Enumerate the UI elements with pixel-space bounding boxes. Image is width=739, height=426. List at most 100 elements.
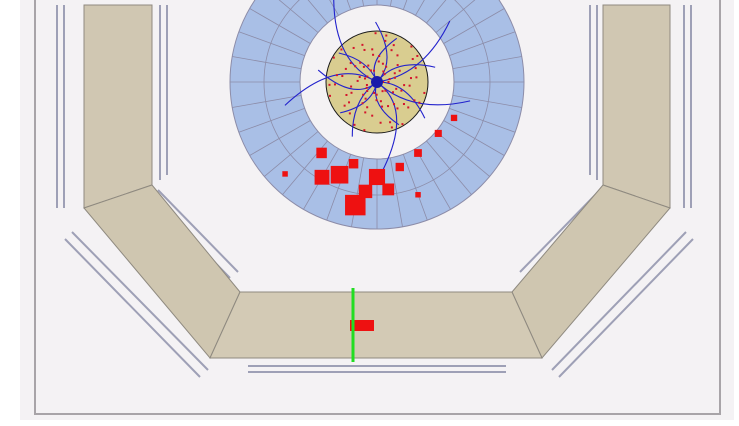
energy-deposit-cell <box>434 129 442 137</box>
energy-deposit-cell <box>348 158 359 169</box>
hit-dot <box>396 64 399 67</box>
hit-dot <box>375 99 378 102</box>
calorimeter-cell-edge <box>449 31 516 57</box>
hit-dot <box>364 97 367 100</box>
hit-dot <box>350 85 353 88</box>
hit-dot <box>328 83 331 86</box>
hit-dot <box>352 46 355 49</box>
track-line <box>376 20 451 83</box>
vertex <box>371 76 383 88</box>
hit-dot <box>390 126 393 129</box>
hit-dot <box>373 69 376 72</box>
hit-dot <box>340 48 343 51</box>
calorimeter-cell-edge <box>452 56 522 70</box>
hit-dot <box>374 32 377 35</box>
hit-dot <box>393 103 396 106</box>
hit-dot <box>348 112 351 115</box>
energy-deposit-cell <box>415 192 421 198</box>
calorimeter-cell-edge <box>232 56 302 70</box>
calorimeter-cell-edge <box>415 148 451 210</box>
energy-deposit-cell <box>314 169 330 185</box>
hit-dot <box>344 67 347 70</box>
energy-deposit-cell <box>395 162 404 172</box>
calorimeter-cell-edge <box>249 120 311 156</box>
hit-dot <box>371 114 374 117</box>
energy-deposit-cell <box>414 149 422 157</box>
support-lines <box>56 5 694 378</box>
calorimeter-cell-edge <box>415 0 425 16</box>
hit-dot <box>400 89 403 92</box>
hit-dot <box>392 91 395 94</box>
hit-dot <box>392 44 395 47</box>
hit-dot <box>345 93 348 96</box>
hit-dot <box>371 48 374 51</box>
hit-dot <box>350 91 353 94</box>
hit-dot <box>423 91 426 94</box>
calorimeter-cell-edge <box>389 157 403 227</box>
energy-deposit-cell <box>368 168 386 186</box>
energy-deposit-cell <box>282 171 288 177</box>
hit-dot <box>364 77 367 80</box>
hit-dot <box>395 87 398 90</box>
hit-dot <box>403 84 406 87</box>
hit-dot <box>365 86 368 89</box>
calorimeter-cell-edge <box>443 120 505 156</box>
calorimeter-cell-edge <box>238 107 305 133</box>
hit-dot <box>333 83 336 86</box>
calorimeter-cell-edge <box>435 0 476 33</box>
hit-dot <box>332 56 335 59</box>
calorimeter-cell-edge <box>249 8 311 44</box>
hit-dot <box>381 105 384 108</box>
energy-deposit-cell <box>382 183 395 196</box>
hit-dot <box>407 106 410 109</box>
energy-deposit-cell <box>345 194 366 216</box>
hit-dot <box>361 102 364 105</box>
hit-dot <box>385 34 388 37</box>
hit-dot <box>341 75 344 78</box>
hit-dot <box>389 121 392 124</box>
hit-dot <box>372 53 375 56</box>
hit-dot <box>361 43 364 46</box>
track-line <box>376 81 398 178</box>
hit-dot <box>393 72 396 75</box>
view-frame <box>34 0 721 415</box>
hit-dot <box>414 67 417 70</box>
hit-dot <box>366 89 369 92</box>
hit-dot <box>411 58 414 61</box>
calorimeter-cell-edge <box>264 131 319 177</box>
hit-dot <box>393 76 396 79</box>
calorimeter-cell-edge <box>232 94 302 108</box>
hit-dot <box>410 45 413 48</box>
hit-dot <box>415 76 418 79</box>
calorimeter-ring <box>229 0 525 230</box>
hit-dot <box>362 93 365 96</box>
hit-dot <box>377 60 380 63</box>
hit-dot <box>358 75 361 78</box>
calorimeter-cell-edge <box>426 0 447 24</box>
tracker-hits <box>328 32 426 132</box>
hit-dot <box>335 74 338 77</box>
hit-dot <box>381 90 384 93</box>
calorimeter-cell-edge <box>435 131 490 177</box>
calorimeter-cell-edge <box>443 8 505 44</box>
calorimeter-cell-edge <box>329 0 339 16</box>
hit-dot <box>413 99 416 102</box>
hit-dot <box>369 69 372 72</box>
hit-dot <box>396 107 399 110</box>
hit-dot <box>366 106 369 109</box>
hit-dot <box>379 121 382 124</box>
hit-dot <box>375 93 378 96</box>
hit-dot <box>396 54 399 57</box>
track-line <box>333 0 378 83</box>
hit-dot <box>388 78 391 81</box>
hit-dot <box>354 65 357 68</box>
calorimeter-cell-edge <box>307 0 328 24</box>
hit-dot <box>356 79 359 82</box>
energy-deposit-cell <box>358 184 373 199</box>
hit-dot <box>365 83 368 86</box>
hit-dot <box>359 61 362 64</box>
hit-dot <box>387 105 390 108</box>
hit-dot <box>348 101 351 104</box>
